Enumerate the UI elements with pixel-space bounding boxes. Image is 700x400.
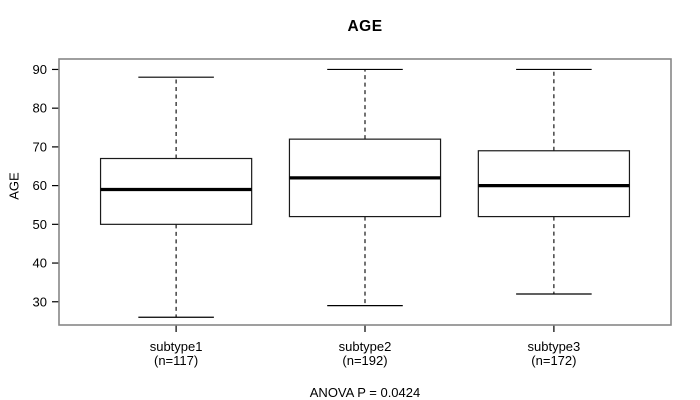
boxplot-subtype3 [477,68,631,295]
y-axis: 30 40 50 60 70 80 90 [33,62,59,309]
y-axis-title: AGE [6,172,22,200]
plot-border [58,58,672,326]
category-label-subtype1: subtype1 [150,339,203,354]
box-rect [99,157,253,225]
y-tick-label-40: 40 [33,256,47,271]
y-tick-label-50: 50 [33,217,47,232]
category-label-subtype3: subtype3 [528,339,581,354]
boxplot-subtype2 [288,68,442,307]
y-tick-label-30: 30 [33,294,47,309]
category-label-subtype2: subtype2 [339,339,392,354]
box-rect [477,150,631,218]
category-sublabel-subtype1: (n=117) [154,353,198,368]
y-tick-label-90: 90 [33,62,47,77]
boxplot-subtype1 [99,76,253,318]
category-sublabel-subtype2: (n=192) [342,353,387,368]
y-tick-label-80: 80 [33,101,47,116]
category-sublabel-subtype3: (n=172) [531,353,576,368]
y-tick-label-70: 70 [33,139,47,154]
x-axis: subtype1(n=117) subtype2(n=192) subtype3(n… [150,325,581,368]
chart-title: AGE [347,18,383,35]
y-tick-label-60: 60 [33,178,47,193]
anova-footnote: ANOVA P = 0.0424 [309,385,421,400]
